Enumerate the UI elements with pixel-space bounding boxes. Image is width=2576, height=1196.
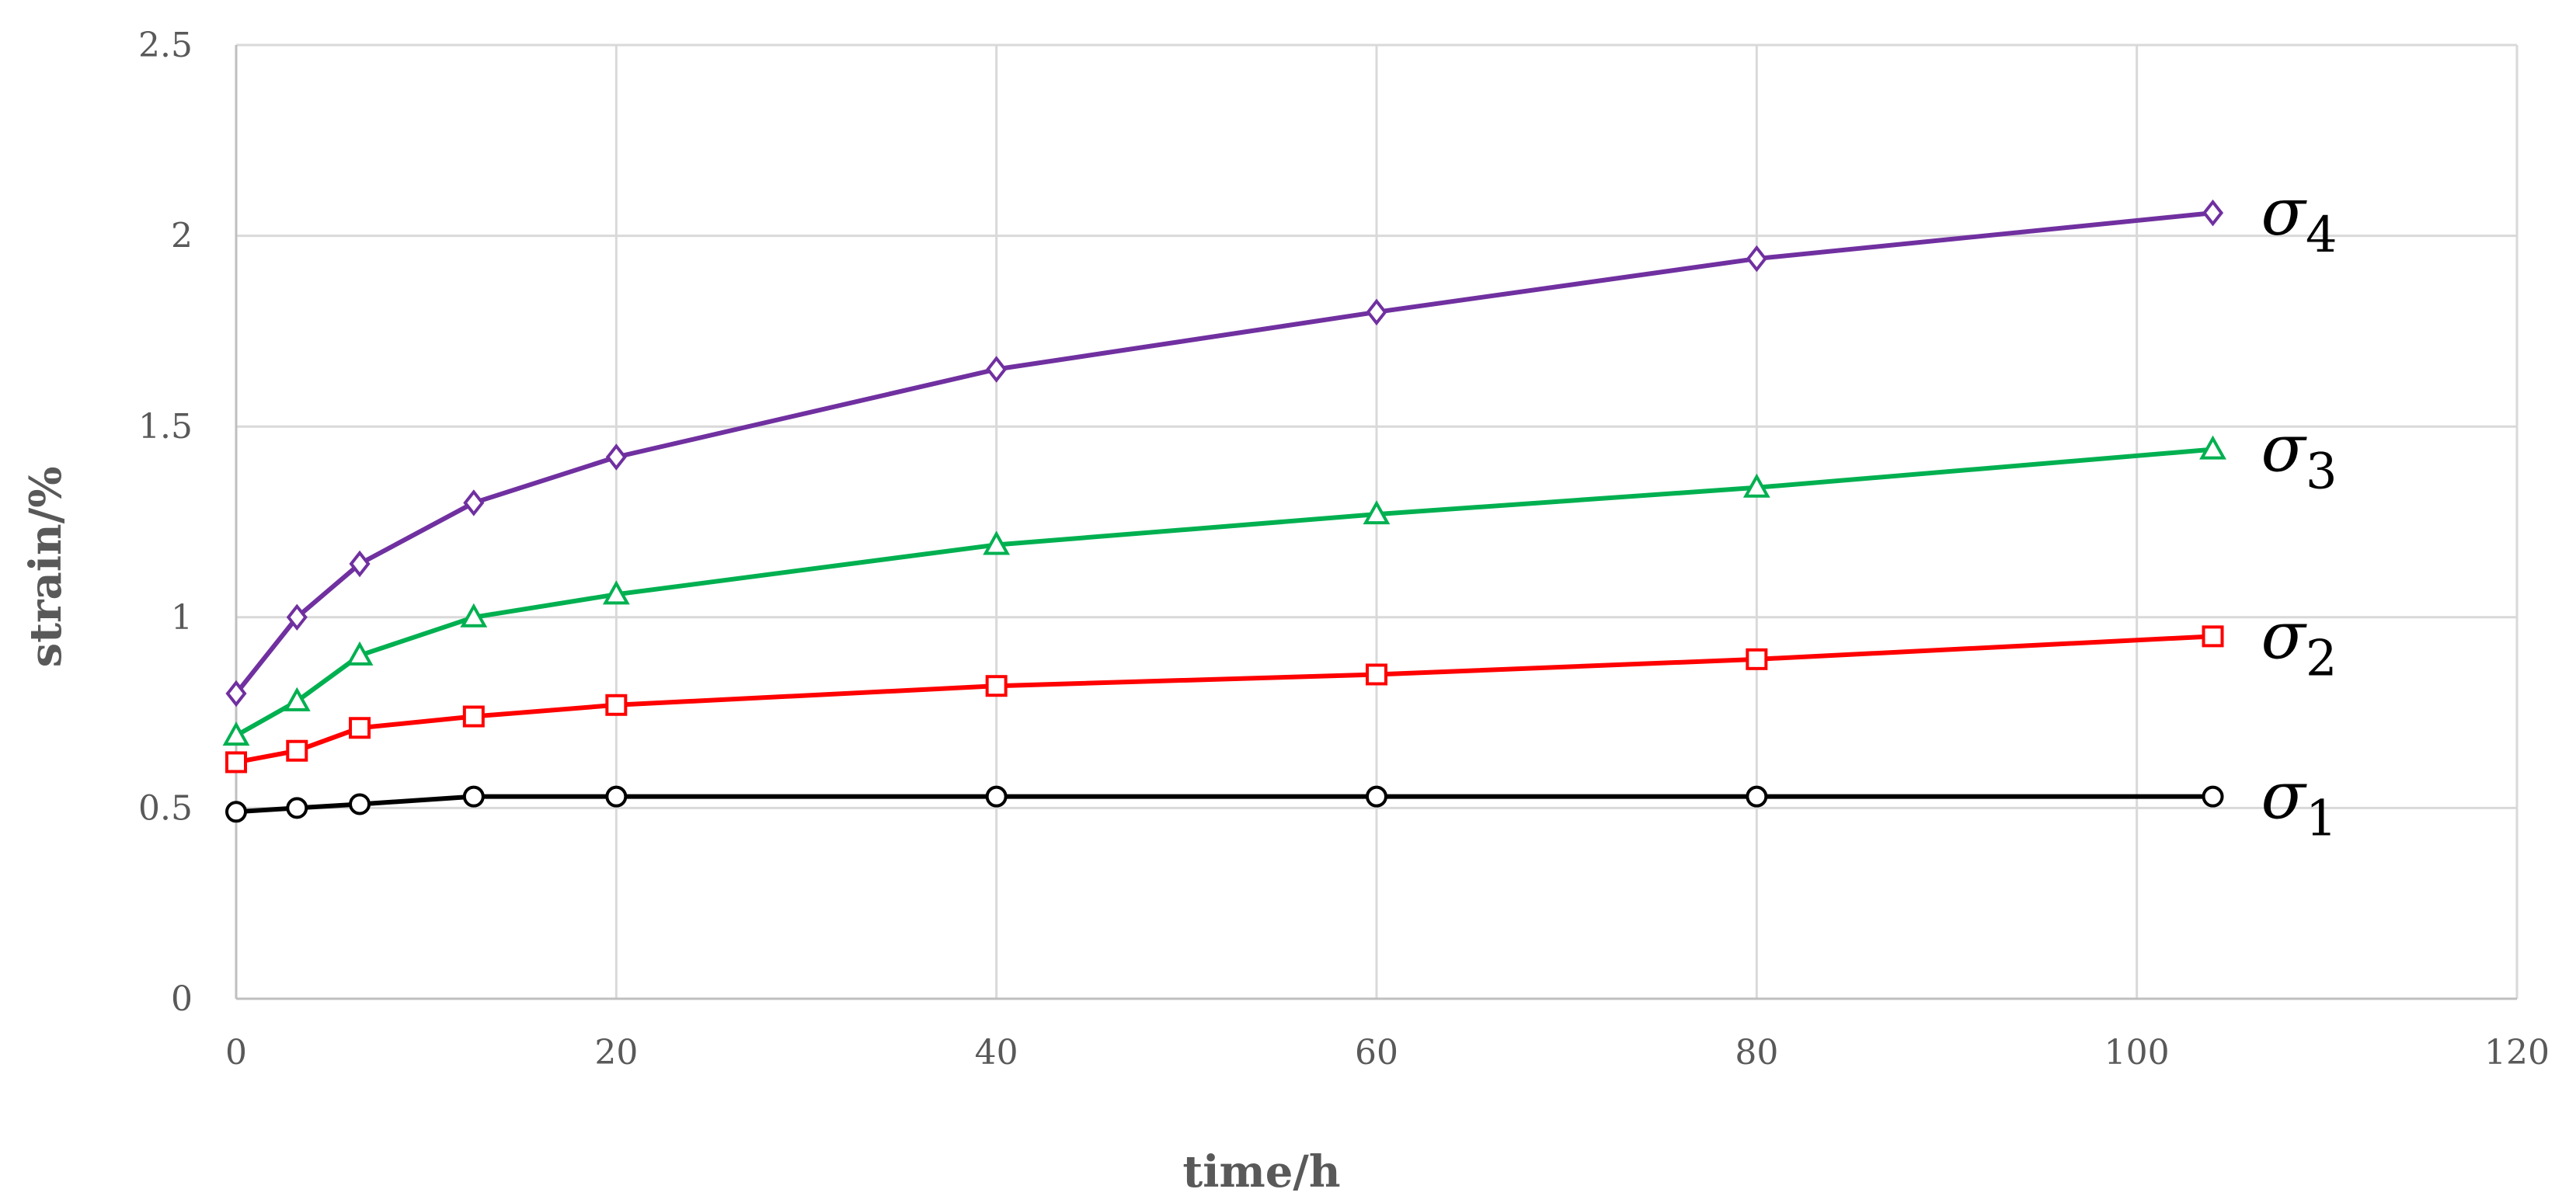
data-point xyxy=(983,530,1011,555)
data-point xyxy=(1742,473,1770,498)
data-point xyxy=(1366,785,1387,808)
data-point xyxy=(1746,245,1767,273)
data-point xyxy=(349,793,371,815)
x-tick-label: 120 xyxy=(2484,1033,2550,1073)
data-point xyxy=(222,721,250,746)
data-point xyxy=(1366,298,1387,326)
data-point xyxy=(2202,199,2224,227)
data-point xyxy=(286,739,308,762)
data-point xyxy=(460,603,488,628)
data-point xyxy=(1363,500,1391,525)
series-label-subscript: 1 xyxy=(2306,791,2338,848)
y-tick-label: 1.5 xyxy=(138,407,193,447)
data-point xyxy=(2202,625,2224,648)
axis-layer: 0 20 40 60 80 100 120 0 0.5 1 1.5 2 2.5 xyxy=(138,26,2550,1073)
series-line xyxy=(235,447,2213,738)
series-label: σ4 xyxy=(2261,174,2338,264)
y-tick-label: 2.5 xyxy=(138,26,193,65)
x-tick-label: 80 xyxy=(1735,1033,1778,1073)
x-axis-title: time/h xyxy=(1182,1146,1340,1196)
data-point xyxy=(985,785,1008,808)
data-point xyxy=(1366,663,1387,686)
series-label-base: σ xyxy=(2261,597,2308,673)
series-label-subscript: 2 xyxy=(2306,630,2338,687)
series-label-base: σ xyxy=(2261,174,2308,250)
series-label-subscript: 3 xyxy=(2306,443,2338,501)
series-1 xyxy=(225,785,2224,823)
data-point xyxy=(286,603,308,631)
data-point xyxy=(286,797,308,819)
data-point xyxy=(605,443,627,471)
data-point xyxy=(1746,648,1768,670)
data-point xyxy=(463,489,485,516)
grid-layer xyxy=(236,43,2519,999)
data-point xyxy=(605,694,628,716)
y-tick-label: 0 xyxy=(171,979,193,1019)
y-tick-label: 2 xyxy=(171,217,193,256)
data-point xyxy=(462,705,485,728)
y-tick-label: 1 xyxy=(171,598,193,638)
data-point xyxy=(605,785,628,808)
y-axis-title: strain/% xyxy=(20,467,71,668)
x-tick-label: 20 xyxy=(594,1033,638,1073)
data-point xyxy=(985,675,1008,697)
data-point xyxy=(2199,435,2226,460)
data-point xyxy=(1746,785,1768,808)
data-point xyxy=(349,550,371,578)
series-line xyxy=(235,794,2213,815)
series-4 xyxy=(225,199,2224,708)
data-point xyxy=(986,356,1008,383)
data-point xyxy=(225,751,247,774)
series-label-base: σ xyxy=(2261,758,2308,834)
data-point xyxy=(283,687,311,711)
data-point xyxy=(602,580,630,605)
series-label: σ1 xyxy=(2261,758,2338,848)
series-label: σ3 xyxy=(2261,411,2338,501)
series-label-subscript: 4 xyxy=(2306,207,2338,264)
data-point xyxy=(225,801,247,823)
data-point xyxy=(462,785,485,808)
series-label-base: σ xyxy=(2261,411,2308,487)
y-tick-label: 0.5 xyxy=(138,788,193,828)
series-label: σ2 xyxy=(2261,597,2338,687)
data-point xyxy=(225,680,247,708)
series-line xyxy=(235,634,2213,765)
x-tick-label: 60 xyxy=(1355,1033,1398,1073)
series-2 xyxy=(225,625,2224,774)
series-layer xyxy=(222,199,2226,823)
x-tick-label: 0 xyxy=(225,1033,247,1073)
data-point xyxy=(2202,785,2224,808)
data-point xyxy=(349,717,371,739)
x-tick-label: 40 xyxy=(975,1033,1018,1073)
series-line xyxy=(234,210,2213,695)
series-3 xyxy=(222,435,2226,746)
data-point xyxy=(346,641,374,666)
x-tick-label: 100 xyxy=(2104,1033,2170,1073)
